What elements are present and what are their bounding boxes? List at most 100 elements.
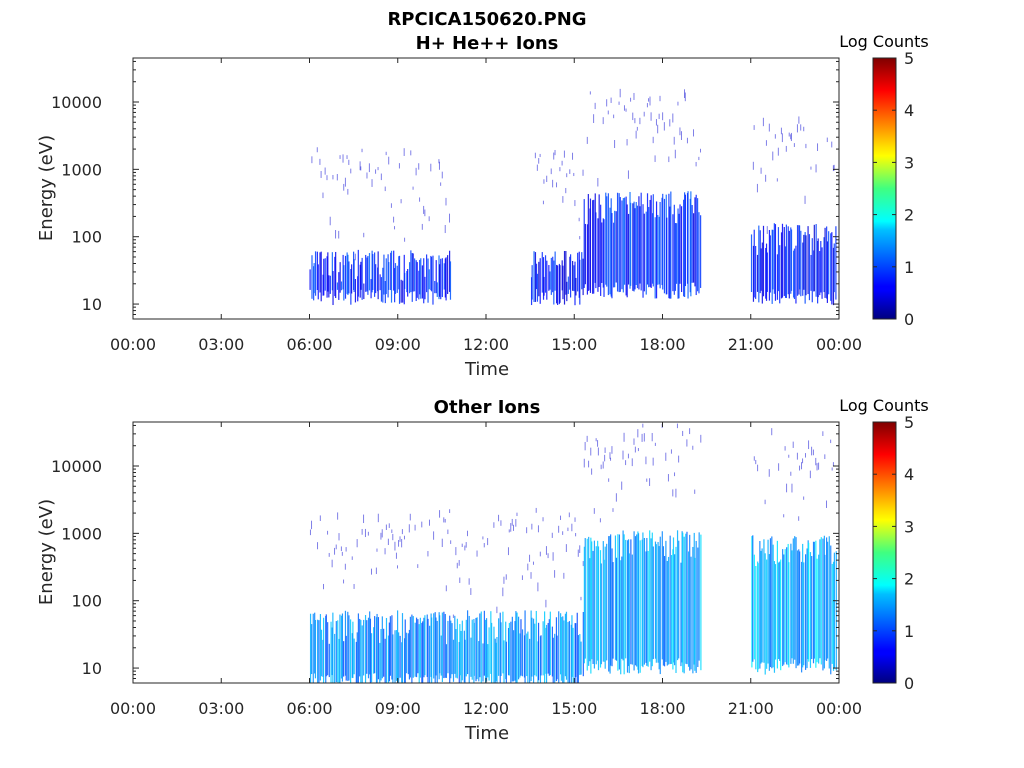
spectrogram-cell — [539, 153, 541, 158]
spectrogram-cell — [686, 137, 688, 144]
spectrogram-cell — [370, 633, 373, 683]
spectrogram-cell — [803, 234, 805, 290]
spectrogram-cell — [817, 143, 819, 151]
spectrogram-cell — [675, 488, 677, 498]
spectrogram-cell — [686, 531, 688, 665]
spectrogram-cell — [430, 256, 433, 292]
spectrogram-cell — [672, 537, 675, 663]
spectrogram-cell — [776, 178, 778, 182]
spectrogram-cell — [608, 478, 610, 482]
spectrogram-cell — [416, 262, 418, 298]
spectrogram-cell — [678, 540, 680, 659]
spectrogram-cell — [549, 611, 551, 676]
spectrogram-cell — [496, 606, 498, 614]
spectrogram-cell — [375, 169, 377, 174]
spectrogram-cell — [430, 255, 432, 291]
spectrogram-cell — [346, 155, 348, 159]
spectrogram-cell — [830, 545, 832, 675]
spectrogram-cell — [361, 528, 363, 535]
spectrogram-cell — [441, 612, 443, 683]
spectrogram-cell — [512, 524, 514, 531]
spectrogram-cell — [582, 169, 584, 176]
spectrogram-cell — [435, 617, 437, 676]
spectrogram-cell — [562, 616, 564, 683]
spectrogram-cell — [654, 217, 656, 299]
x-tick-label: 00:00 — [110, 335, 156, 354]
spectrogram-cell — [807, 226, 809, 295]
spectrogram-cell — [625, 460, 627, 466]
spectrogram-cell — [768, 554, 770, 671]
spectrogram-cell — [768, 469, 770, 477]
spectrogram-cell — [394, 263, 397, 294]
spectrogram-cell — [511, 518, 513, 526]
spectrogram-cell — [431, 617, 433, 683]
spectrogram-cell — [608, 536, 610, 672]
spectrogram-cell — [602, 541, 604, 662]
spectrogram-cell — [372, 254, 374, 290]
spectrogram-cell — [377, 251, 379, 300]
spectrogram-cell — [407, 633, 409, 675]
spectrogram-cell — [364, 615, 367, 683]
spectrogram-cell — [541, 252, 543, 293]
spectrogram-cell — [755, 245, 757, 299]
spectrogram-cell — [668, 193, 670, 299]
spectrogram-cell — [337, 512, 339, 520]
spectrogram-cell — [812, 541, 815, 664]
x-tick-label: 21:00 — [728, 335, 774, 354]
spectrogram-cell — [498, 514, 500, 522]
spectrogram-cell — [674, 149, 676, 159]
spectrogram-cell — [661, 531, 663, 660]
spectrogram-cell — [580, 641, 582, 675]
y-tick-label: 1000 — [61, 524, 102, 543]
spectrogram-cell — [632, 203, 634, 291]
spectrogram-cell — [517, 616, 520, 680]
spectrogram-cell — [614, 140, 616, 149]
spectrogram-cell — [776, 254, 779, 300]
spectrogram-cell — [470, 637, 472, 677]
spectrogram-cell — [534, 623, 536, 676]
spectrogram-cell — [581, 252, 583, 290]
y-tick-label: 10000 — [51, 93, 102, 112]
spectrogram-cell — [545, 624, 548, 683]
spectrogram-cell — [371, 250, 373, 293]
spectrogram-cell — [662, 193, 664, 290]
spectrogram-cell — [811, 556, 813, 660]
spectrogram-cell — [311, 255, 313, 299]
spectrogram-cell — [658, 113, 660, 120]
spectrogram-cell — [405, 632, 408, 674]
spectrogram-cell — [697, 547, 699, 668]
spectrogram-cell — [449, 261, 452, 300]
spectrogram-cell — [387, 254, 389, 298]
spectrogram-cell — [392, 533, 394, 541]
spectrogram-cell — [319, 158, 321, 165]
spectrogram-cell — [610, 198, 612, 297]
spectrogram-cell — [311, 156, 313, 164]
spectrogram-cell — [755, 565, 757, 670]
y-tick-label: 100 — [71, 592, 102, 611]
spectrogram-cell — [519, 633, 521, 678]
spectrogram-cell — [370, 279, 372, 299]
spectrogram-cell — [780, 559, 782, 671]
spectrogram-cell — [547, 553, 549, 559]
spectrogram-cell — [641, 539, 643, 666]
spectrogram-cell — [363, 283, 365, 300]
spectrogram-cell — [326, 256, 328, 298]
spectrogram-cell — [828, 231, 830, 295]
spectrogram-cell — [389, 616, 391, 676]
spectrogram-cell — [534, 152, 536, 159]
spectrogram-cell — [427, 258, 429, 303]
spectrogram-cell — [455, 629, 457, 678]
spectrogram-cell — [493, 626, 495, 683]
spectrogram-cell — [627, 539, 630, 667]
spectrogram-cell — [756, 183, 758, 193]
spectrogram-cell — [815, 457, 817, 466]
x-tick-label: 18:00 — [639, 699, 685, 718]
spectrogram-cell — [675, 546, 677, 673]
spectrogram-cell — [423, 617, 425, 678]
spectrogram-cell — [415, 260, 417, 302]
spectrogram-cell — [651, 432, 653, 442]
spectrogram-cell — [661, 197, 663, 286]
spectrogram-cell — [367, 255, 369, 295]
spectrogram-cell — [830, 439, 832, 444]
